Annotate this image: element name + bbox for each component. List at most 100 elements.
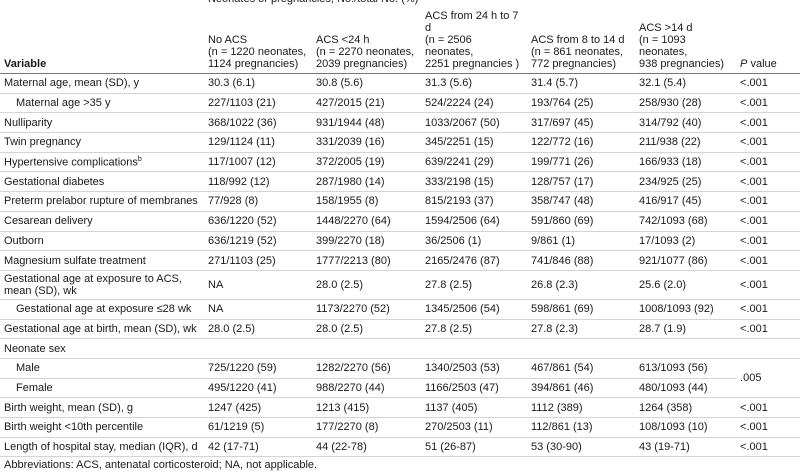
cell: 2165/2476 (87)	[421, 250, 527, 271]
p-value: <.001	[736, 397, 800, 418]
p-value: <.001	[736, 319, 800, 340]
p-value: <.001	[736, 73, 800, 94]
cell: 1345/2506 (54)	[421, 299, 527, 320]
cell: NA	[204, 270, 312, 300]
cell: Gestational age at exposure to ACS, mean…	[0, 270, 204, 300]
cell: 28.0 (2.5)	[312, 270, 421, 300]
cell: 1247 (425)	[204, 397, 312, 418]
cell: 1008/1093 (92)	[635, 299, 737, 320]
cell: Maternal age >35 y	[0, 93, 204, 114]
cell: 31.3 (5.6)	[421, 73, 527, 94]
cell: 368/1022 (36)	[204, 112, 312, 134]
cell: 372/2005 (19)	[312, 152, 421, 173]
cell: 358/747 (48)	[527, 191, 635, 212]
cell: 122/772 (16)	[527, 132, 635, 153]
cell: 921/1077 (86)	[635, 250, 737, 271]
cell: 211/938 (22)	[635, 132, 737, 153]
footnote-mark: b	[137, 155, 142, 163]
cell: 27.8 (2.3)	[527, 319, 635, 340]
p-value: <.001	[736, 171, 800, 193]
cell: Gestational age at birth, mean (SD), wk	[0, 319, 204, 340]
cell: 117/1007 (12)	[204, 152, 312, 173]
cell: 51 (26-87)	[421, 437, 527, 458]
p-value: <.001	[736, 437, 800, 458]
table-row: Maternal age >35 y 227/1103 (21) 427/2015 …	[0, 93, 800, 114]
cell: 25.6 (2.0)	[635, 270, 737, 300]
p-value: <.001	[736, 231, 800, 252]
table-row: Cesarean delivery 636/1220 (52) 1448/2270 …	[0, 211, 800, 232]
p-value: <.001	[736, 93, 800, 114]
cell: Nulliparity	[0, 112, 204, 134]
cell: 639/2241 (29)	[421, 152, 527, 173]
cell: 61/1219 (5)	[204, 417, 312, 438]
cell: 1033/2067 (50)	[421, 112, 527, 134]
cell: 43 (19-71)	[635, 437, 737, 458]
cell: 28.0 (2.5)	[312, 319, 421, 340]
cell: 128/757 (17)	[527, 171, 635, 193]
p-value: <.001	[736, 211, 800, 232]
cell: 287/1980 (14)	[312, 171, 421, 193]
cell: Male	[0, 358, 204, 379]
cell: Outborn	[0, 231, 204, 252]
table-row: Male 725/1220 (59) 1282/2270 (56) 1340/2503…	[0, 358, 800, 399]
cell	[204, 338, 312, 359]
cell: 931/1944 (48)	[312, 112, 421, 134]
cell: 36/2506 (1)	[421, 231, 527, 252]
p-value: .005	[736, 358, 800, 399]
table-row: Female 495/1220 (41) 988/2270 (44) 1166/250…	[0, 378, 800, 399]
cell: 271/1103 (25)	[204, 250, 312, 271]
cell: 345/2251 (15)	[421, 132, 527, 153]
cell: 467/861 (54)	[527, 358, 635, 379]
cell: 317/697 (45)	[527, 112, 635, 134]
table-row: Birth weight, mean (SD), g 1247 (425) 1213…	[0, 397, 800, 418]
cell: Birth weight, mean (SD), g	[0, 397, 204, 418]
cell: 815/2193 (37)	[421, 191, 527, 212]
table-row: Birth weight <10th percentile 61/1219 (5)…	[0, 417, 800, 438]
cell: Gestational diabetes	[0, 171, 204, 193]
cell: Magnesium sulfate treatment	[0, 250, 204, 271]
p-italic: P	[740, 58, 748, 70]
cell: Gestational age at exposure ≤28 wk	[0, 299, 204, 320]
footnote: Abbreviations: ACS, antenatal corticoste…	[4, 459, 318, 472]
p-value: <.001	[736, 299, 800, 320]
cell: 112/861 (13)	[527, 417, 635, 438]
cell: 31.4 (5.7)	[527, 73, 635, 94]
table-row: Hypertensive complicationsb 117/1007 (12)…	[0, 152, 800, 173]
cell: NA	[204, 299, 312, 320]
cell: 1213 (415)	[312, 397, 421, 418]
table-row: Gestational age at exposure to ACS, mean…	[0, 270, 800, 300]
column-header: ACS from 8 to 14 d (n = 861 neonates, 77…	[527, 10, 635, 74]
cell: 314/792 (40)	[635, 112, 737, 134]
cell: 26.8 (2.3)	[527, 270, 635, 300]
cell: 258/930 (28)	[635, 93, 737, 114]
cell: 1594/2506 (64)	[421, 211, 527, 232]
table-row: Length of hospital stay, median (IQR), d…	[0, 437, 800, 458]
cell: 118/992 (12)	[204, 171, 312, 193]
cell	[421, 338, 527, 359]
table-row: Gestational diabetes 118/992 (12) 287/1980…	[0, 171, 800, 193]
cell: 53 (30-90)	[527, 437, 635, 458]
table-row: Neonate sex	[0, 338, 800, 359]
cell: 129/1124 (11)	[204, 132, 312, 153]
cell: Maternal age, mean (SD), y	[0, 73, 204, 94]
cell	[0, 0, 204, 10]
cell: 166/933 (18)	[635, 152, 737, 173]
table-row: Magnesium sulfate treatment 271/1103 (25)…	[0, 250, 800, 271]
p-value: <.001	[736, 250, 800, 271]
cell: 177/2270 (8)	[312, 417, 421, 438]
cell	[736, 0, 800, 10]
column-header: No ACS (n = 1220 neonates, 1124 pregnanc…	[204, 10, 312, 74]
cell: 17/1093 (2)	[635, 231, 737, 252]
cell-text: Hypertensive complications	[4, 156, 138, 169]
cell: 480/1093 (44)	[635, 378, 737, 399]
cell: 591/860 (69)	[527, 211, 635, 232]
cell: 741/846 (88)	[527, 250, 635, 271]
cell: 9/861 (1)	[527, 231, 635, 252]
cell: 331/2039 (16)	[312, 132, 421, 153]
cell: 725/1220 (59)	[204, 358, 312, 379]
cell: 1448/2270 (64)	[312, 211, 421, 232]
cell: 1264 (358)	[635, 397, 737, 418]
